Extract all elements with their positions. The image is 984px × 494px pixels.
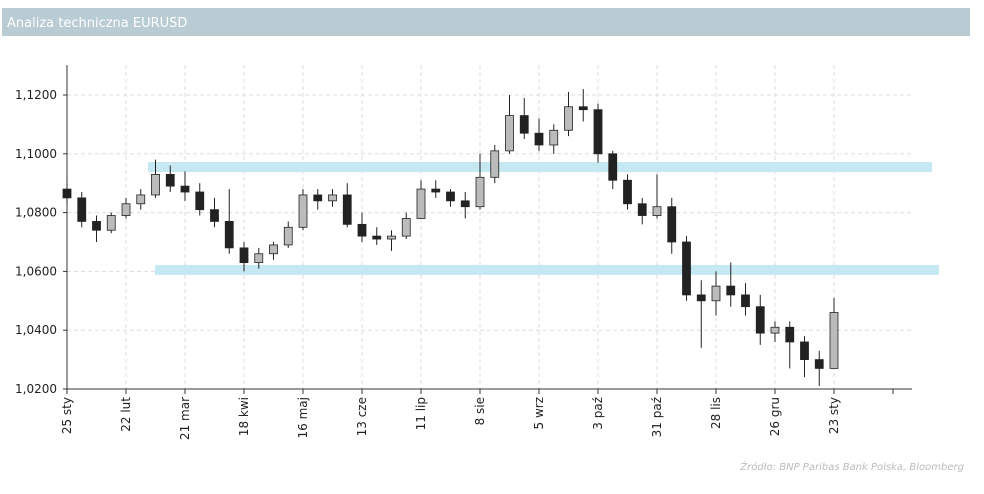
x-tick-label: 11 lip: [414, 397, 428, 430]
x-tick-label: 28 lis: [709, 397, 723, 429]
candle-body: [210, 209, 219, 222]
candle-body: [106, 215, 116, 231]
y-tick-label: 1,0600: [15, 264, 57, 278]
candle-body: [475, 176, 485, 208]
candle-body: [800, 341, 809, 360]
candle-body: [785, 326, 795, 343]
candle-body: [372, 235, 382, 240]
x-tick-label: 26 gru: [768, 397, 782, 436]
candle-body: [254, 253, 264, 263]
candle-body: [652, 206, 662, 216]
candle-body: [682, 241, 691, 296]
candle-body: [269, 244, 278, 255]
x-tick-label: 16 maj: [296, 397, 310, 438]
x-tick-label: 8 sie: [473, 397, 487, 425]
x-tick-label: 31 paź: [650, 397, 664, 437]
candle-body: [814, 359, 824, 369]
x-tick-label: 23 sty: [827, 397, 841, 434]
header-title: Analiza techniczna EURUSD: [7, 16, 187, 31]
x-tick-label: 25 sty: [60, 397, 74, 434]
candle-body: [401, 218, 411, 237]
candle-body: [519, 115, 529, 134]
candle-body: [623, 179, 632, 205]
candle-body: [151, 173, 160, 196]
header-bar: [2, 8, 970, 36]
candle-body: [829, 312, 839, 369]
x-tick-label: 22 lut: [119, 397, 133, 432]
candle-body: [62, 188, 72, 199]
y-tick-label: 1,0800: [15, 206, 57, 220]
candle-body: [460, 200, 470, 208]
y-tick-label: 1,0200: [15, 382, 57, 396]
candle-body: [165, 173, 175, 187]
y-tick-label: 1,1000: [15, 147, 57, 161]
candle-body: [593, 109, 603, 155]
candle-body: [342, 194, 352, 225]
candle-body: [313, 194, 323, 202]
x-tick-label: 13 cze: [355, 397, 369, 436]
candle-body: [224, 221, 234, 249]
candle-body: [564, 106, 573, 131]
candle-body: [770, 326, 780, 334]
candle-body: [696, 294, 706, 302]
level-band: [148, 162, 932, 173]
level-band: [155, 264, 939, 275]
candle-body: [667, 206, 677, 243]
x-tick-label: 21 mar: [178, 397, 192, 440]
candle-body: [136, 194, 146, 205]
y-tick-label: 1,0400: [15, 323, 57, 337]
candle-body: [283, 226, 293, 246]
x-tick-label: 18 kwi: [237, 397, 251, 436]
x-tick-label: 5 wrz: [532, 397, 546, 430]
candle-body: [92, 221, 101, 231]
candle-body: [298, 194, 308, 228]
candle-body: [726, 285, 736, 296]
y-tick-label: 1,1200: [15, 88, 57, 102]
candle-body: [490, 150, 500, 178]
candle-body: [578, 106, 588, 111]
candle-body: [505, 115, 514, 152]
candle-body: [387, 235, 396, 240]
candle-body: [121, 203, 131, 216]
candle-body: [180, 185, 190, 193]
candle-body: [431, 188, 441, 193]
candle-body: [549, 129, 559, 146]
candle-body: [357, 223, 367, 237]
candle-body: [239, 247, 249, 263]
candle-body: [328, 194, 337, 202]
candle-body: [711, 285, 721, 302]
source: Źródło: BNP Paribas Bank Polska, Bloombe…: [739, 460, 964, 473]
x-tick-label: 3 paź: [591, 397, 605, 430]
candle-body: [637, 203, 647, 216]
candle-body: [608, 153, 618, 181]
candle-body: [416, 188, 426, 219]
candle-body: [534, 132, 544, 146]
candle-body: [77, 197, 87, 222]
candle-body: [741, 294, 750, 308]
candle-body: [195, 191, 205, 211]
candle-body: [446, 191, 455, 202]
candle-body: [755, 306, 765, 334]
